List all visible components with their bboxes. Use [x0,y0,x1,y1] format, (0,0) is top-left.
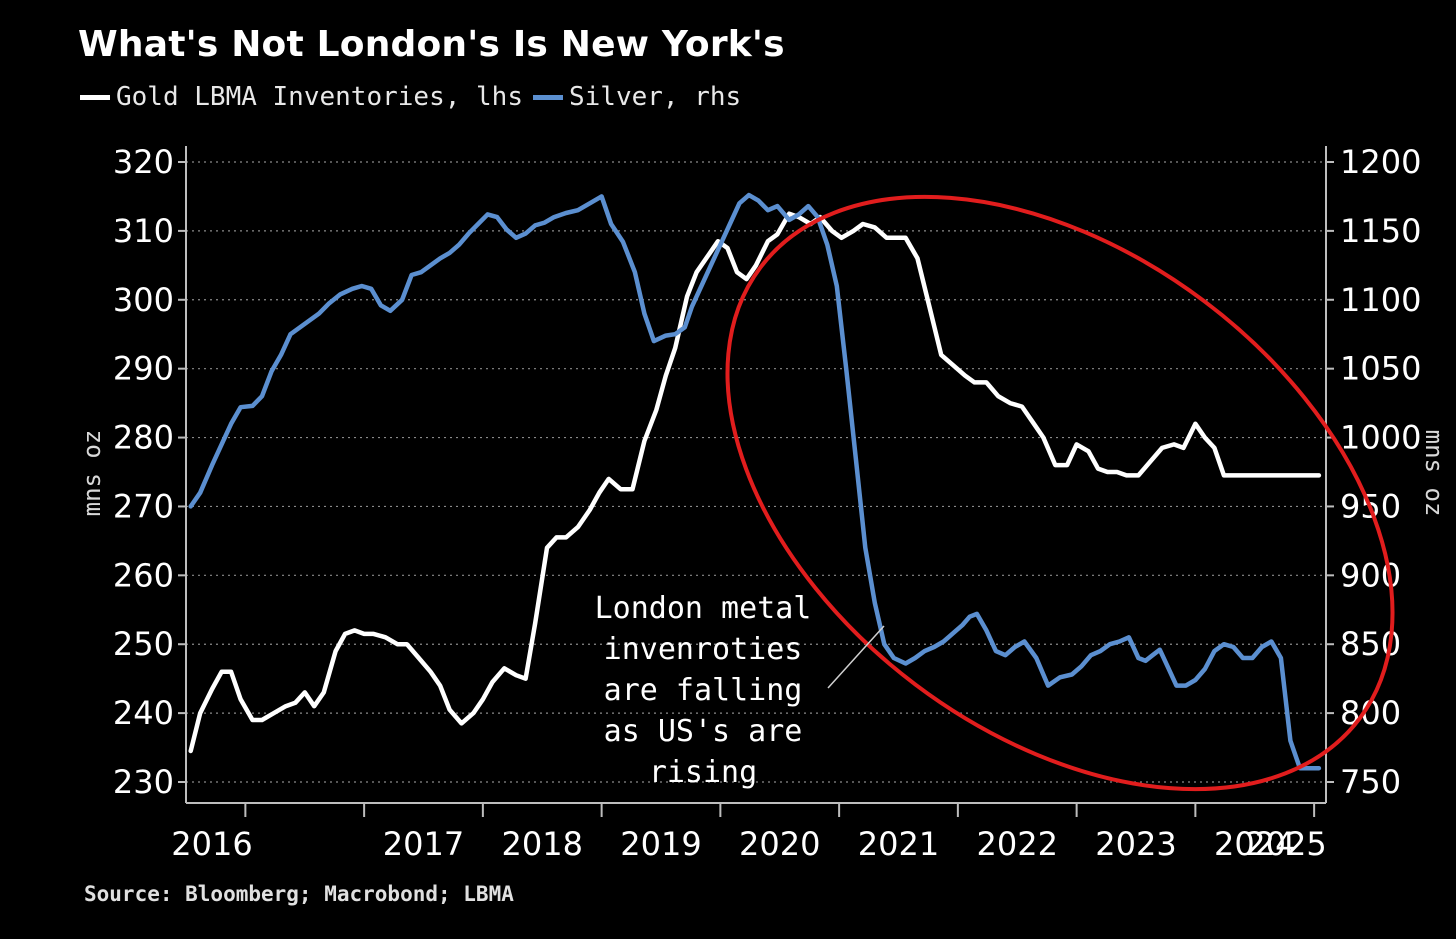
right-tick-label-8: 1150 [1340,212,1421,250]
x-tick-label-7: 2023 [1095,825,1176,863]
right-tick-label-9: 1200 [1340,143,1421,181]
annotation-line-0: London metal [595,591,812,626]
left-axis-title: mns oz [78,430,106,517]
left-tick-label-7: 300 [113,281,174,319]
left-tick-label-4: 270 [113,487,174,525]
annotation-line-2: are falling [604,673,803,708]
annotation-line-1: invenroties [604,632,803,667]
left-tick-label-1: 240 [113,694,174,732]
legend: Gold LBMA Inventories, lhs Silver, rhs [80,82,751,112]
x-tick-label-5: 2021 [858,825,939,863]
x-tick-label-2: 2018 [502,825,583,863]
left-tick-label-5: 280 [113,419,174,457]
left-tick-label-3: 260 [113,556,174,594]
legend-label-silver: Silver, rhs [569,82,742,112]
right-axis-title: mns oz [1420,430,1448,517]
legend-swatch-silver [533,94,563,100]
legend-swatch-gold [80,94,110,100]
annotation-line-4: rising [649,755,757,790]
x-tick-label-6: 2022 [977,825,1058,863]
right-tick-label-6: 1050 [1340,350,1421,388]
x-tick-label-9: 2025 [1245,825,1326,863]
left-tick-label-9: 320 [113,143,174,181]
highlight-ellipse [725,194,1395,792]
left-tick-label-2: 250 [113,625,174,663]
x-tick-label-1: 2017 [383,825,464,863]
annotation-line-3: as US's are [604,714,803,749]
source-note: Source: Bloomberg; Macrobond; LBMA [84,882,514,906]
gold-inventories-line [188,211,1322,754]
silver-inventories-line [188,192,1322,771]
legend-label-gold: Gold LBMA Inventories, lhs [116,82,523,112]
left-tick-label-8: 310 [113,212,174,250]
annotation-pointer-line [827,625,885,689]
right-tick-label-5: 1000 [1340,419,1421,457]
x-tick-label-3: 2019 [620,825,701,863]
x-tick-label-8: 2024 [1214,825,1295,863]
right-tick-label-7: 1100 [1340,281,1421,319]
left-tick-label-0: 230 [113,763,174,801]
x-tick-label-4: 2020 [739,825,820,863]
right-tick-label-0: 750 [1340,763,1401,801]
legend-item-silver: Silver, rhs [533,82,741,112]
legend-item-gold: Gold LBMA Inventories, lhs [80,82,523,112]
left-tick-label-6: 290 [113,350,174,388]
x-tick-label-0: 2016 [171,825,252,863]
chart-title: What's Not London's Is New York's [78,24,785,65]
